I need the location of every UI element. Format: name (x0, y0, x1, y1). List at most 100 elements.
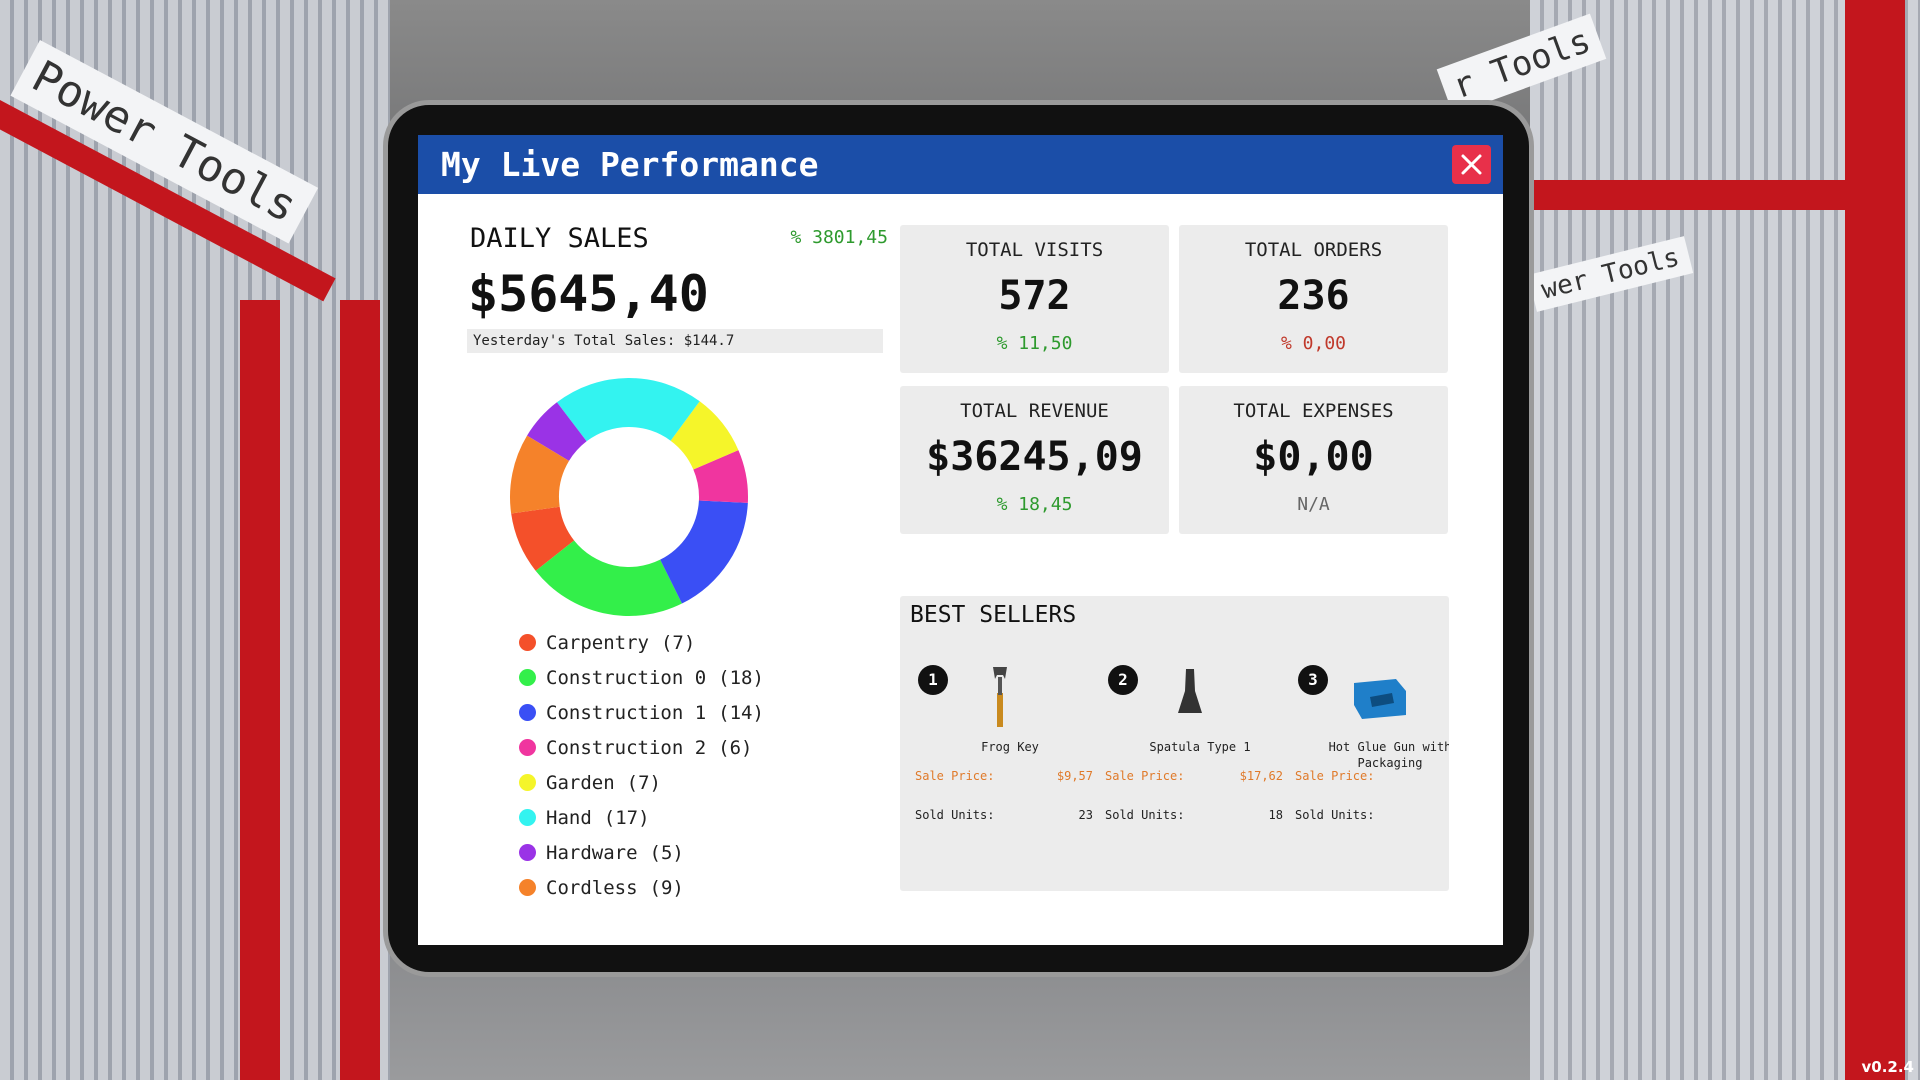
stat-value: $36245,09 (926, 434, 1143, 480)
legend-name: Cordless (546, 876, 638, 899)
donut-segment (510, 435, 570, 514)
title: My Live Performance (441, 145, 819, 184)
best-sellers: BEST SELLERS 1 Frog Key Sale Price: $9,57 So… (900, 596, 1449, 891)
legend-value: (9) (649, 876, 684, 899)
donut-segment (527, 402, 587, 461)
donut-segment (535, 540, 682, 616)
dashboard: My Live Performance DAILY SALES % 3801,4… (418, 135, 1503, 945)
donut-segment (660, 500, 748, 604)
stat-card: TOTAL VISITS 572 % 11,50 (900, 225, 1169, 373)
product-icon-art (1178, 669, 1202, 713)
price-value: $9,57 (1056, 769, 1093, 783)
legend-item: Hand (17) (519, 800, 764, 835)
legend-name: Carpentry (546, 631, 649, 654)
legend-item: Garden (7) (519, 765, 764, 800)
stat-label: TOTAL REVENUE (960, 400, 1109, 422)
best-sellers-title: BEST SELLERS (910, 602, 1077, 628)
price-label: Sale Price: (1105, 769, 1185, 783)
rank-badge: 2 (1108, 665, 1138, 695)
product-icon (965, 661, 1035, 734)
stat-value: 572 (998, 273, 1071, 319)
legend-name: Hand (546, 806, 592, 829)
header: My Live Performance (418, 135, 1503, 194)
legend-name: Garden (546, 771, 615, 794)
product-icon-art (993, 667, 1007, 727)
legend-value: (17) (603, 806, 650, 829)
stat-label: TOTAL EXPENSES (1233, 400, 1394, 422)
units-label: Sold Units: (1295, 808, 1375, 822)
close-icon (1461, 154, 1482, 175)
legend-value: (5) (649, 841, 684, 864)
stat-change: % 0,00 (1280, 333, 1347, 354)
legend-value: (6) (718, 736, 753, 759)
stat-change: N/A (1297, 494, 1330, 515)
legend-value: (7) (660, 631, 696, 654)
stat-card: TOTAL EXPENSES $0,00 N/A (1179, 386, 1448, 534)
shelf-post (1845, 0, 1905, 1080)
legend-value: (7) (626, 771, 661, 794)
close-button[interactable] (1452, 145, 1491, 184)
product-icon (1345, 661, 1415, 734)
product-name: Spatula Type 1 (1149, 740, 1251, 754)
shelf-beam (1530, 180, 1850, 210)
legend-item: Construction 2 (6) (519, 730, 764, 765)
yesterday-sales: Yesterday's Total Sales: $144.7 (467, 329, 883, 353)
legend-swatch (519, 809, 536, 826)
donut-segment (693, 450, 748, 503)
legend-value: (14) (718, 701, 764, 724)
donut-segment (511, 506, 575, 571)
daily-sales-amount: $5645,40 (468, 265, 709, 323)
legend-swatch (519, 704, 536, 721)
shelf-post (240, 300, 280, 1080)
product-name: Frog Key (981, 740, 1039, 754)
daily-sales-change: % 3801,45 (790, 227, 888, 248)
legend-item: Carpentry (7) (519, 625, 764, 660)
legend-name: Construction 0 (546, 666, 707, 689)
legend-item: Hardware (5) (519, 835, 764, 870)
product-icon (1155, 661, 1225, 734)
legend-swatch (519, 739, 536, 756)
shelf-post (340, 300, 380, 1080)
legend-swatch (519, 844, 536, 861)
legend-name: Hardware (546, 841, 638, 864)
price-value: $17,62 (1239, 769, 1283, 783)
product-icon-art (1354, 679, 1406, 719)
legend-item: Cordless (9) (519, 870, 764, 905)
legend-swatch (519, 774, 536, 791)
best-seller-item: 2 Spatula Type 1 Sale Price: $17,62 Sold Uni… (1105, 657, 1295, 857)
legend-swatch (519, 669, 536, 686)
stat-card: TOTAL ORDERS 236 % 0,00 (1179, 225, 1448, 373)
units-label: Sold Units: (915, 808, 995, 822)
price-label: Sale Price: (915, 769, 995, 783)
legend-value: (18) (718, 666, 764, 689)
stat-card: TOTAL REVENUE $36245,09 % 18,45 (900, 386, 1169, 534)
units-label: Sold Units: (1105, 808, 1185, 822)
legend-item: Construction 0 (18) (519, 660, 764, 695)
legend-swatch (519, 634, 536, 651)
donut-segment (556, 378, 700, 442)
legend-name: Construction 2 (546, 736, 707, 759)
stat-label: TOTAL VISITS (965, 239, 1104, 261)
legend: Carpentry (7) Construction 0 (18) Constructi… (519, 625, 764, 905)
version: v0.2.4 (1861, 1058, 1915, 1076)
product-name: Hot Glue Gun with Packaging (1328, 740, 1449, 770)
stat-change: % 11,50 (996, 333, 1073, 354)
stat-value: $0,00 (1253, 434, 1374, 480)
price-label: Sale Price: (1295, 769, 1375, 783)
daily-sales-label: DAILY SALES (470, 223, 649, 254)
rank-badge: 3 (1298, 665, 1328, 695)
stat-label: TOTAL ORDERS (1244, 239, 1383, 261)
best-seller-item: 1 Frog Key Sale Price: $9,57 Sold Units: 23 (915, 657, 1105, 857)
rank-badge: 1 (918, 665, 948, 695)
donut-segment (670, 401, 739, 470)
units-value: 23 (1078, 808, 1093, 822)
units-value: 18 (1268, 808, 1283, 822)
legend-item: Construction 1 (14) (519, 695, 764, 730)
donut-chart (510, 378, 748, 616)
legend-name: Construction 1 (546, 701, 707, 724)
legend-swatch (519, 879, 536, 896)
stat-value: 236 (1277, 273, 1350, 319)
stat-change: % 18,45 (996, 494, 1073, 515)
